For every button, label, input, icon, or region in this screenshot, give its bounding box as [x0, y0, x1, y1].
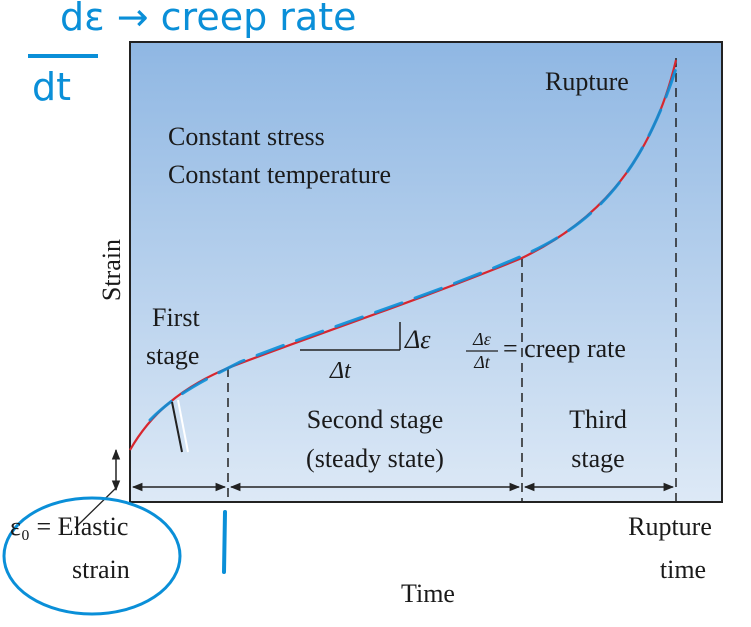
first-stage-label-2: stage [146, 341, 199, 370]
fraction-denominator: Δt [473, 352, 491, 372]
rupture-time-label-1: Rupture [628, 512, 712, 541]
fraction-numerator: Δε [472, 329, 492, 349]
delta-epsilon-label: Δε [404, 325, 431, 354]
plot-area [129, 41, 723, 503]
condition-stress: Constant stress [168, 122, 325, 151]
elastic-strain-label-2: strain [72, 555, 130, 584]
handwritten-slash-2 [177, 399, 189, 453]
handwritten-slash [171, 401, 183, 453]
second-stage-label-1: Second stage [307, 405, 443, 434]
delta-t-label: Δt [329, 358, 352, 384]
handwritten-annotation: dε → creep rate [60, 0, 357, 39]
derivative-denominator: dt [32, 65, 71, 109]
y-axis-label: Strain [97, 239, 126, 301]
third-stage-label-2: stage [571, 444, 624, 473]
handwritten-tangent-stroke [148, 60, 680, 422]
rupture-label: Rupture [545, 67, 629, 96]
third-stage-label-1: Third [569, 405, 627, 434]
handwritten-circle [2, 496, 182, 616]
first-stage-label-1: First [152, 303, 200, 332]
condition-temperature: Constant temperature [168, 160, 391, 189]
second-stage-label-2: (steady state) [306, 444, 444, 473]
handwritten-tick [222, 510, 227, 574]
x-axis-label: Time [401, 579, 455, 608]
elastic-strain-leader [74, 487, 117, 529]
creep-rate-label: = creep rate [503, 334, 626, 363]
elastic-strain-label-1: ε₀ = Elastic [10, 512, 128, 541]
rupture-time-label-2: time [660, 555, 706, 584]
